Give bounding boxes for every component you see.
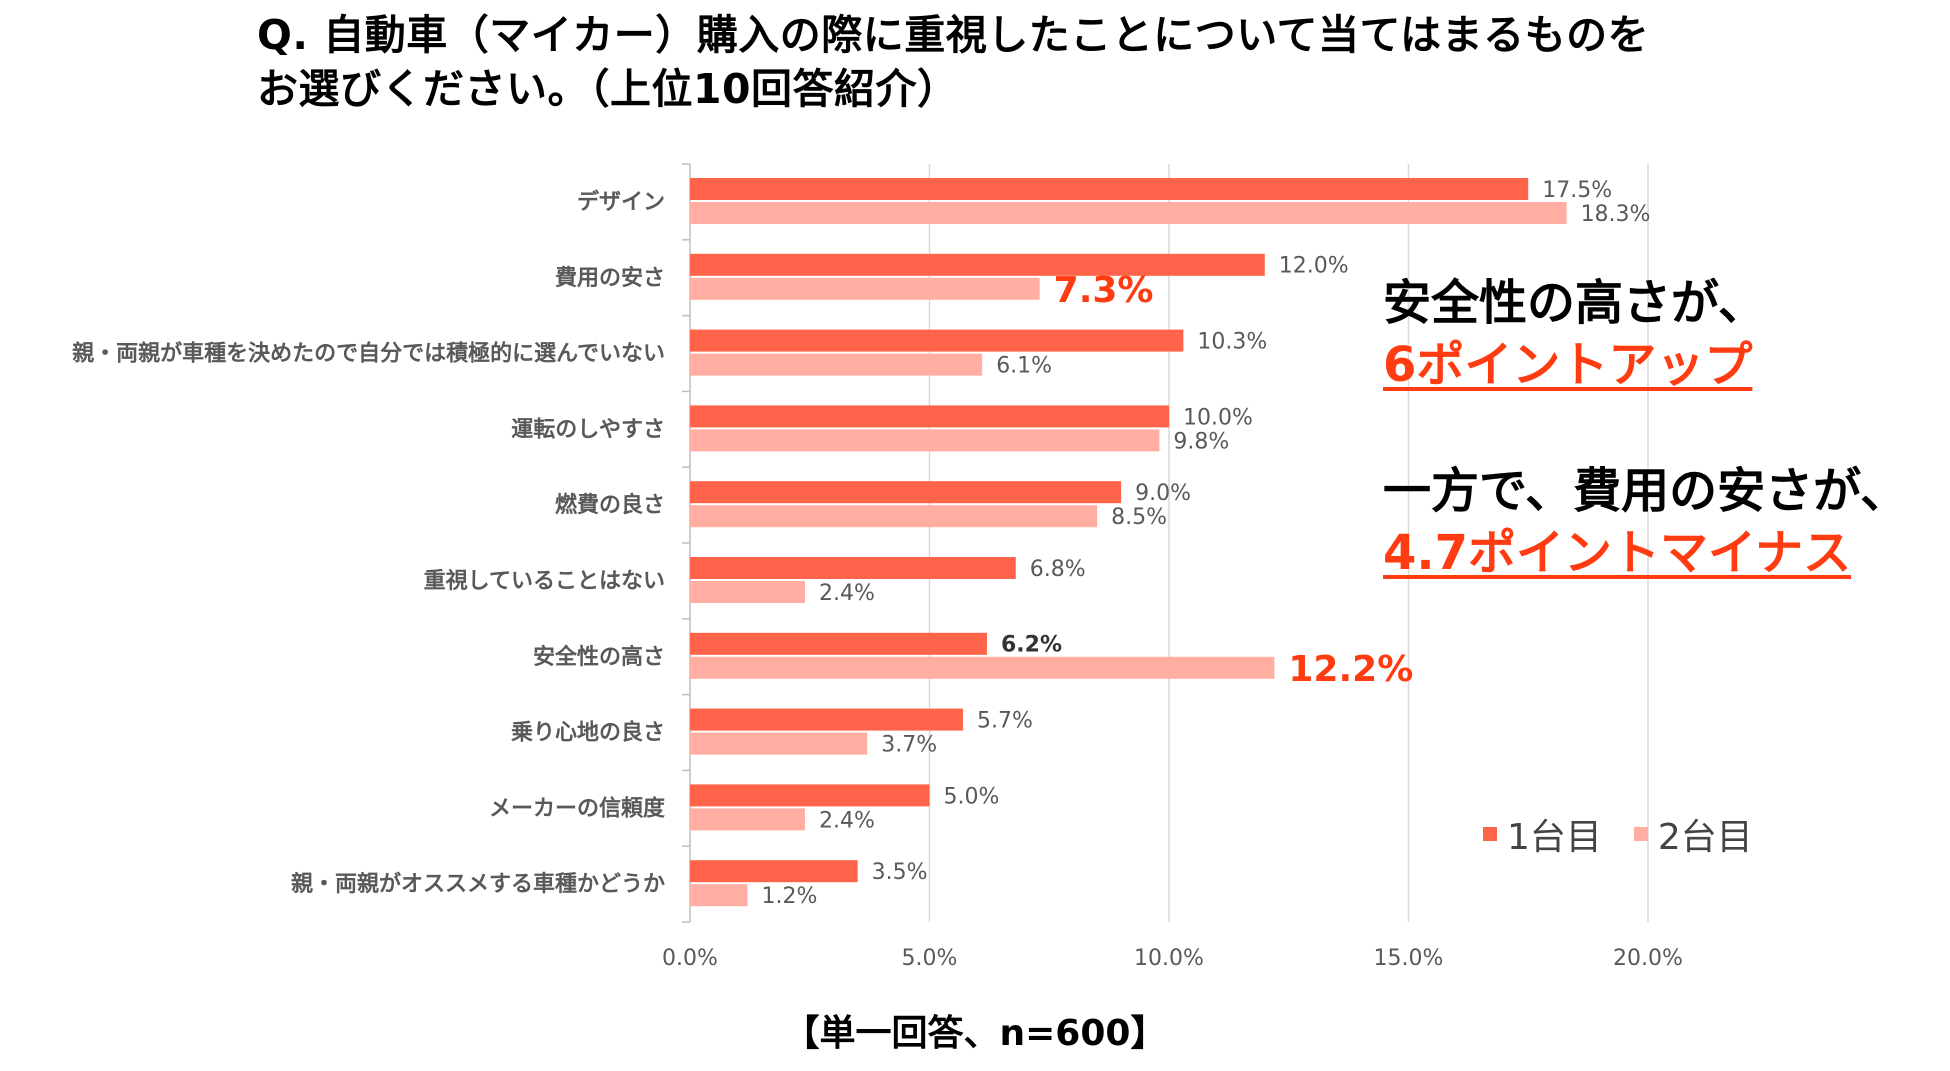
bar (690, 277, 1040, 300)
bar (690, 581, 805, 603)
legend-swatch-first (1483, 827, 1497, 841)
category-label: 親・両親がオススメする車種かどうか (291, 871, 665, 897)
chart-legend: 1台目 2台目 (1483, 808, 1785, 860)
callout-safety-line1: 安全性の高さが、 (1383, 275, 1767, 331)
bar (690, 353, 983, 376)
legend-item-second: 2台目 (1633, 808, 1753, 860)
x-tick-label: 5.0% (902, 946, 958, 971)
bar (690, 202, 1567, 224)
bar (690, 732, 868, 755)
data-label: 6.8% (1030, 557, 1086, 582)
category-label: メーカーの信頼度 (489, 795, 666, 821)
data-label: 12.2% (1288, 649, 1413, 690)
category-label: 乗り心地の良さ (511, 720, 665, 746)
callout-safety-line2: 6ポイントアップ (1383, 337, 1753, 393)
data-label: 2.4% (819, 808, 875, 833)
data-label: 2.4% (819, 581, 875, 606)
callout-cost-line1: 一方で、費用の安さが、 (1383, 463, 1909, 519)
data-label: 5.7% (977, 709, 1033, 734)
data-label: 6.2% (1001, 633, 1062, 658)
data-label: 3.7% (881, 733, 937, 758)
bar (690, 784, 930, 807)
category-label: 燃費の良さ (555, 492, 665, 518)
bar (690, 632, 987, 655)
bar (690, 557, 1016, 579)
data-label: 1.2% (761, 884, 817, 909)
bar (690, 860, 858, 883)
category-label: デザイン (577, 189, 665, 215)
x-tick-label: 20.0% (1613, 946, 1683, 971)
category-label: 重視していることはない (424, 569, 665, 594)
x-tick-label: 10.0% (1134, 946, 1204, 971)
data-label: 9.8% (1173, 429, 1229, 454)
bar (690, 329, 1184, 352)
bar (690, 253, 1265, 276)
data-label: 6.1% (996, 354, 1052, 379)
bar (690, 656, 1275, 679)
x-tick-label: 15.0% (1374, 946, 1444, 971)
legend-label-first: 1台目 (1507, 817, 1602, 858)
bar (690, 429, 1160, 452)
data-label: 8.5% (1111, 505, 1167, 530)
data-label: 17.5% (1542, 178, 1612, 203)
bar (690, 808, 805, 831)
data-label: 7.3% (1054, 270, 1154, 311)
bar (690, 481, 1122, 504)
category-label: 安全性の高さ (533, 644, 665, 670)
bar (690, 505, 1098, 528)
bar (690, 178, 1529, 200)
data-label: 9.0% (1135, 481, 1191, 506)
legend-label-second: 2台目 (1657, 817, 1753, 858)
data-label: 5.0% (944, 784, 1000, 809)
data-label: 18.3% (1581, 202, 1651, 227)
data-label: 3.5% (872, 860, 928, 885)
title-line-2: お選びください。（上位10回答紹介） (257, 65, 959, 113)
bar (690, 884, 748, 907)
x-tick-label: 0.0% (662, 946, 718, 971)
data-label: 10.3% (1197, 330, 1267, 355)
legend-item-first: 1台目 (1483, 808, 1602, 860)
callout-cost-line2: 4.7ポイントマイナス (1383, 525, 1852, 581)
title-line-1: Q. 自動車（マイカー）購入の際に重視したことについて当てはまるものを (257, 11, 1650, 59)
callout-safety: 安全性の高さが、 6ポイントアップ (1383, 272, 1766, 396)
data-label: 12.0% (1279, 254, 1349, 279)
data-label: 10.0% (1183, 405, 1253, 430)
category-label: 親・両親が車種を決めたので自分では積極的に選んでいない (72, 341, 665, 367)
chart-title: Q. 自動車（マイカー）購入の際に重視したことについて当てはまるものを お選びく… (257, 8, 1649, 116)
sample-note: 【単一回答、n=600】 (783, 1013, 1167, 1054)
category-label: 運転のしやすさ (511, 416, 665, 442)
bar (690, 405, 1169, 428)
legend-swatch-second (1633, 827, 1648, 841)
callout-cost: 一方で、費用の安さが、 4.7ポイントマイナス (1383, 460, 1908, 584)
bar (690, 708, 964, 731)
category-label: 費用の安さ (555, 265, 665, 291)
